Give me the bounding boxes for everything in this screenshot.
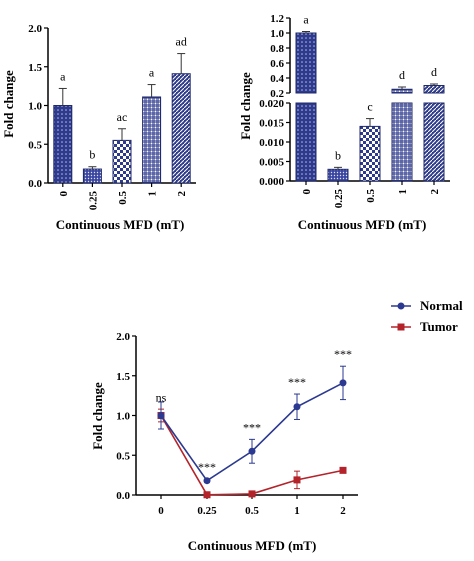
panel-b-bar-lower-part [423,102,445,182]
panel-c-x-tick-label: 2 [340,505,346,517]
panel-a-significance-letter: ac [117,110,128,124]
panel-b-y-tick-label-upper: 1.2 [270,13,284,25]
legend-entry-tumor: Tumor [391,319,458,334]
series-normal-point [248,447,256,455]
panel-b-y-tick-label-lower: 0.020 [259,98,284,110]
panel-a-bar [53,105,73,184]
legend-normal-label: Normal [420,298,463,313]
panel-b-y-tick-label-upper: 0.8 [270,43,284,55]
panel-c-x-tick-label: 0.25 [197,505,217,517]
panel-b-y-tick-label-lower: 0.005 [259,157,284,169]
panel-c-significance-annotation: *** [288,375,306,389]
legend: Normal Tumor [391,298,463,334]
panel-c-y-tick-label: 1.5 [116,371,130,383]
panel-a-bar-chart: Fold change Continuous MFD (mT) 0.0 0.5 1.… [1,23,196,232]
panel-a-x-tick-label: 0 [58,191,70,197]
panel-b-x-tick-label: 0.25 [333,189,345,209]
panel-c-y-tick-label: 2.0 [116,331,130,343]
panel-a-ylabel: Fold change [1,70,16,138]
panel-b-y-tick-label-lower: 0.000 [259,176,284,188]
panel-b-bar-lower-part [391,102,413,182]
panel-c-ylabel: Fold change [90,382,105,450]
panel-b-bar [359,125,381,182]
panel-c-significance-annotation: *** [334,347,352,361]
panel-b-y-tick-label-lower: 0.015 [259,118,284,130]
panel-b-y-tick-label-lower: 0.010 [259,137,284,149]
panel-a-bar [82,168,102,184]
panel-b-bar-upper-part [295,32,317,94]
panel-c-significance-annotation: *** [243,420,261,434]
panel-a-bar [142,96,162,184]
panel-b-significance-letter: c [367,100,372,114]
panel-c-y-tick-label: 1.0 [116,411,130,423]
panel-a-x-tick-label: 0.25 [87,191,99,211]
panel-b-y-tick-label-upper: 1.0 [270,28,284,40]
panel-b-bar-upper-part [423,85,445,94]
panel-c-x-tick-label: 0.5 [245,505,259,517]
panel-a-significance-letter: a [60,69,66,83]
panel-a-xlabel: Continuous MFD (mT) [56,217,185,232]
panel-a-x-tick-label: 0.5 [117,191,129,205]
panel-a-bar [171,73,191,184]
series-tumor-point [339,466,347,474]
panel-a-significance-letter: b [89,148,95,162]
panel-c-x-tick-label: 0 [158,505,164,517]
panel-a-y-tick-label: 2.0 [28,23,42,35]
series-normal-point [203,477,211,485]
panel-c-y-tick-label: 0.5 [116,450,130,462]
series-normal-point [293,403,301,411]
legend-tumor-label: Tumor [420,319,458,334]
panel-b-broken-axis-bar-chart: Fold change Continuous MFD (mT) 0.2 0.4 0.… [238,13,450,232]
panel-a-y-tick-label: 0.5 [28,139,42,151]
panel-b-significance-letter: b [335,148,341,162]
panel-b-xlabel: Continuous MFD (mT) [298,217,427,232]
panel-c-significance-annotation: ns [156,391,167,405]
panel-a-bar [112,139,132,184]
panel-b-significance-letter: d [399,68,405,82]
panel-a-y-tick-label: 1.0 [28,101,42,113]
panel-c-x-tick-label: 1 [294,505,300,517]
panel-c-significance-annotation: *** [198,460,216,474]
panel-b-y-tick-label-upper: 0.4 [270,73,284,85]
panel-a-significance-letter: a [149,66,155,80]
panel-b-ylabel: Fold change [238,72,253,140]
panel-b-y-tick-label-upper: 0.2 [270,88,284,100]
legend-entry-normal: Normal [391,298,463,313]
panel-b-significance-letter: d [431,65,437,79]
panel-b-bar-lower-part [295,102,317,182]
series-tumor-point [248,490,256,498]
panel-b-x-tick-label: 1 [397,189,409,195]
panel-b-x-tick-label: 0.5 [365,189,377,203]
panel-c-xlabel: Continuous MFD (mT) [188,538,317,553]
panel-b-bar [327,168,349,182]
panel-c-y-tick-label: 0.0 [116,490,130,502]
panel-a-y-tick-label: 0.0 [28,178,42,190]
panel-a-y-tick-label: 1.5 [28,62,42,74]
panel-c-line-chart: Fold change Continuous MFD (mT) Normal T… [90,298,463,553]
legend-normal-marker [397,302,405,310]
panel-b-x-tick-label: 2 [429,189,441,195]
panel-b-bar-upper-part [391,88,413,94]
panel-a-significance-letter: ad [176,35,187,49]
series-normal-point [157,412,165,419]
panel-a-x-tick-label: 1 [147,191,159,197]
panel-b-x-tick-label: 0 [301,189,313,195]
series-normal-point [339,379,347,387]
series-tumor-point [203,491,211,499]
series-tumor-point [293,476,301,484]
panel-b-significance-letter: a [303,13,309,27]
legend-tumor-marker [397,323,405,331]
panel-b-y-tick-label-upper: 0.6 [270,58,284,70]
panel-a-x-tick-label: 2 [176,191,188,197]
